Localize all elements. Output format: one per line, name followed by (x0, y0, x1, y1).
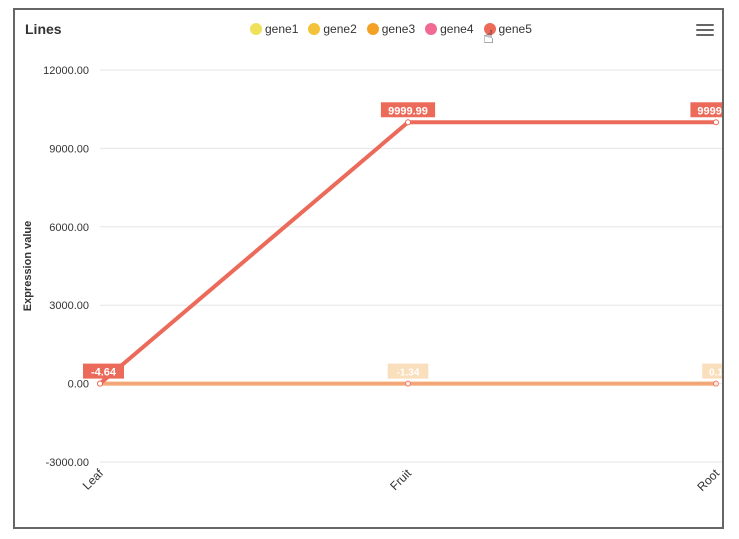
data-label-bg (690, 102, 722, 118)
data-label: 9999.9 (697, 105, 724, 117)
y-axis-title: Expression value (22, 221, 34, 312)
legend-label: gene3 (381, 22, 416, 36)
data-point-gene5 (405, 119, 411, 126)
legend-item-gene1[interactable]: gene1 (250, 22, 298, 36)
data-label-bg (380, 102, 436, 118)
y-tick-label: 12000.00 (43, 65, 89, 77)
legend-marker (308, 23, 321, 35)
data-point-gene5 (97, 380, 103, 387)
x-tick-label: Fruit (387, 466, 414, 493)
legend: gene1 gene2 gene3 gene4 gene5 (250, 22, 532, 36)
legend-label: gene1 (265, 22, 299, 36)
data-point-gene4 (405, 380, 411, 387)
legend-marker (483, 23, 496, 35)
hamburger-menu-icon[interactable] (696, 24, 714, 38)
data-label: 0.1 (709, 368, 723, 379)
y-tick-label: -3000.00 (46, 457, 89, 469)
chart-title: Lines (25, 21, 62, 37)
legend-label: gene4 (440, 22, 474, 36)
chart-panel: Lines gene1 gene2 gene3 gene4 gene5 -3000.00… (13, 8, 724, 529)
x-tick-label: Leaf (80, 466, 107, 493)
y-tick-label: 6000.00 (49, 222, 89, 234)
legend-label: gene5 (498, 22, 532, 36)
legend-marker (250, 23, 262, 35)
series-line-gene5 (98, 120, 718, 386)
data-label-bg (83, 363, 124, 379)
legend-item-gene4[interactable]: gene4 (425, 22, 474, 36)
data-label: 9999.99 (388, 105, 428, 117)
hand-pointer-icon: ☝ (483, 27, 494, 47)
y-tick-label: 0.00 (68, 379, 89, 391)
data-label-bg (702, 363, 722, 379)
legend-label: gene2 (323, 22, 357, 36)
legend-item-gene2[interactable]: gene2 (308, 22, 357, 36)
legend-marker (425, 23, 438, 35)
data-label-bg (387, 363, 429, 379)
legend-item-gene3[interactable]: gene3 (366, 22, 416, 36)
y-tick-label: 3000.00 (49, 300, 89, 312)
y-tick-label: 9000.00 (49, 143, 89, 155)
x-tick-label: Root (694, 466, 722, 494)
data-point-gene4 (713, 380, 719, 387)
data-label: -1.34 (397, 368, 420, 379)
legend-marker (366, 23, 379, 35)
line-chart: -3000.00 0.00 3000.00 6000.00 9000.00 12000.0… (22, 65, 724, 494)
data-point-gene5 (713, 119, 719, 126)
data-label: -4.64 (91, 367, 117, 379)
legend-item-gene5[interactable]: gene5 (483, 22, 532, 36)
